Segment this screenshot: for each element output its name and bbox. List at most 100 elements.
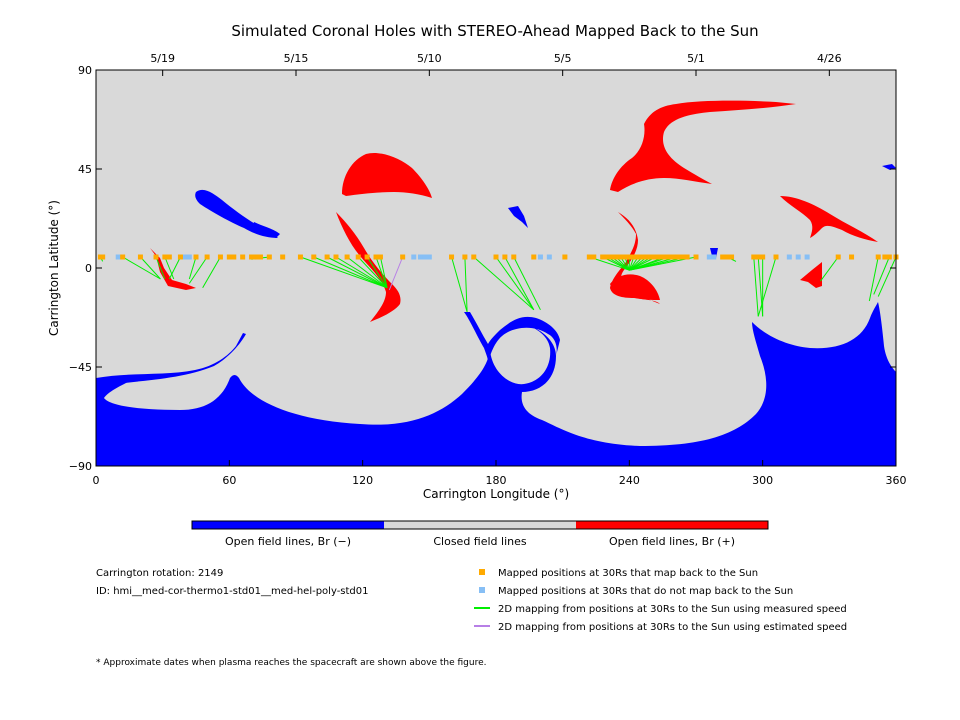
mapped-position-marker [257,254,263,260]
measured-mapping-line [346,256,388,289]
mapped-position-marker [266,254,272,260]
mapped-position-marker [249,254,255,260]
y-tick-label: 45 [78,163,92,176]
date-axis-ticks: 5/19 5/15 5/10 5/5 5/1 4/26 [150,52,842,76]
x-tick-label: 300 [752,474,773,487]
unmapped-position-marker [411,254,417,260]
mapped-position-marker [675,254,681,260]
unmapped-position-marker [182,254,188,260]
mapped-position-marker [886,254,892,260]
mapped-position-marker [613,254,619,260]
date-tick-label: 5/19 [150,52,175,65]
mapped-position-marker [760,254,766,260]
unmapped-position-marker [706,254,712,260]
mapped-position-marker [693,254,699,260]
measured-mapping-line [504,256,535,311]
unmapped-markers [115,254,810,260]
mapped-position-marker [531,254,537,260]
legend-mapped-marker [479,569,485,575]
colorbar: Open field lines, Br (−) Closed field li… [191,520,769,548]
measured-mapping-line [464,256,468,313]
mapped-position-marker [835,254,841,260]
mapped-position-marker [671,254,677,260]
legend-unmapped-marker [479,587,485,593]
carrington-rotation: Carrington rotation: 2149 [96,568,223,579]
mapped-position-marker [177,254,183,260]
y-tick-label: 90 [78,64,92,77]
unmapped-position-marker [417,254,423,260]
positive-hole-east-small [800,262,822,288]
measured-mapping-line [513,256,541,311]
mapped-position-marker [193,254,199,260]
positive-hole-west [150,248,196,290]
date-tick-label: 4/26 [817,52,842,65]
measured-mapping-line [366,256,388,289]
mapped-position-marker [609,254,615,260]
y-tick-label: −45 [69,361,92,374]
measured-mapping-line [473,256,535,311]
mapped-position-marker [511,254,517,260]
mapped-position-marker [724,254,730,260]
mapped-position-marker [240,254,246,260]
mapped-position-marker [324,254,330,260]
unmapped-position-marker [546,254,552,260]
mapped-position-marker [344,254,350,260]
measured-mapping-line [753,256,759,317]
mapped-position-marker [162,254,168,260]
mapped-position-marker [502,254,508,260]
colorbar-label-closed: Closed field lines [433,535,527,548]
mapped-position-marker [640,254,646,260]
colorbar-label-negative: Open field lines, Br (−) [225,535,351,548]
mapped-position-marker [729,254,735,260]
unmapped-position-marker [186,254,192,260]
mapped-position-marker [166,254,172,260]
mapped-position-marker [100,254,106,260]
unmapped-position-marker [804,254,810,260]
negative-hole-center [508,206,528,228]
mapped-position-marker [377,254,383,260]
unmapped-position-marker [426,254,432,260]
chart-title: Simulated Coronal Holes with STEREO-Ahea… [231,22,758,40]
measured-mapping-line [757,256,777,317]
positive-hole-north-120 [342,152,432,198]
mapped-position-marker [657,254,663,260]
unmapped-position-marker [795,254,801,260]
mapped-position-marker [400,254,406,260]
mapped-position-marker [773,254,779,260]
mapped-position-marker [604,254,610,260]
measured-mapping-line [188,256,197,280]
mapped-position-marker [311,254,317,260]
measured-mapping-line [820,256,839,282]
colorbar-negative [192,521,384,529]
mapped-position-marker [373,254,379,260]
measured-mapping-line [168,256,181,280]
colorbar-positive [576,521,768,529]
y-tick-label: −90 [69,460,92,473]
mapped-position-marker [600,254,606,260]
measured-mapping-line [451,256,468,313]
mapped-position-marker [720,254,726,260]
measured-mapping-line [375,256,388,288]
estimated-mapping-lines [388,256,404,291]
legend-estimated-label: 2D mapping from positions at 30Rs to the… [498,622,847,633]
mapped-position-marker [875,254,881,260]
mapped-position-marker [684,254,690,260]
mapped-position-marker [137,254,143,260]
x-tick-label: 60 [222,474,236,487]
footnote: * Approximate dates when plasma reaches … [96,658,487,668]
measured-mapping-line [140,256,161,280]
mapped-position-marker [649,254,655,260]
mapped-position-marker [471,254,477,260]
legend-unmapped-label: Mapped positions at 30Rs that do not map… [498,586,793,597]
mapped-position-marker [591,254,597,260]
y-axis-label: Carrington Latitude (°) [47,200,61,336]
date-tick-label: 5/10 [417,52,442,65]
mapped-position-marker [226,254,232,260]
mapped-position-marker [586,254,592,260]
mapped-position-marker [217,254,223,260]
mapped-position-marker [644,254,650,260]
x-tick-label: 0 [93,474,100,487]
mapped-position-marker [297,254,303,260]
colorbar-label-positive: Open field lines, Br (+) [609,535,735,548]
